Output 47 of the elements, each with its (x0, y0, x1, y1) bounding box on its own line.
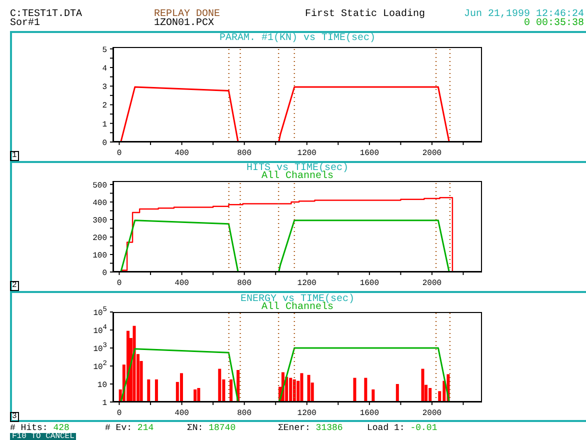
y-tick-label: 10 (97, 381, 108, 390)
y-tick-label: 2 (102, 102, 108, 111)
text: # Hits: 428 (10, 423, 70, 433)
y-tick-label: 300 (92, 216, 108, 226)
text: Sor#1 (10, 18, 40, 29)
x-tick-label: 400 (174, 409, 190, 418)
text: 1ZON01.PCX (154, 18, 214, 29)
y-tick-label: 400 (92, 199, 108, 208)
text: # Ev: 214 (105, 423, 154, 433)
y-tick-label: 5 (102, 46, 108, 55)
text: 0 00:35:38 (524, 18, 584, 29)
y-tick-label: 0 (102, 269, 108, 278)
text: ΣEner: 31386 (278, 423, 343, 433)
text: ΣN: 18740 (187, 423, 236, 433)
y-tick-label: 200 (92, 234, 108, 243)
x-tick-label: 0 (116, 409, 122, 418)
x-tick-label: 1200 (297, 279, 317, 288)
x-tick-label: 1200 (297, 409, 317, 418)
x-tick-label: 800 (237, 149, 252, 158)
x-tick-label: 1600 (360, 149, 380, 158)
y-tick-label: 4 (102, 64, 108, 74)
y-tick-label: 10$^{4}$ (93, 324, 107, 336)
y-tick-label: 100 (92, 252, 108, 260)
x-tick-label: 0 (116, 279, 122, 288)
chart-title: PARAM. #1(KN) vs TIME(sec) (218, 33, 377, 44)
x-tick-label: 1600 (360, 409, 380, 418)
y-tick-label: 3 (102, 83, 108, 92)
x-tick-label: 400 (174, 279, 190, 288)
x-tick-label: 800 (237, 279, 252, 288)
y-tick-label: 1 (102, 120, 108, 130)
y-tick-label: 1 (102, 399, 108, 408)
text: Load 1: -0.01 (367, 423, 438, 433)
y-tick-label: 10$^{3}$ (93, 342, 107, 354)
x-tick-label: 400 (174, 149, 190, 158)
y-tick-label: 10$^{5}$ (93, 306, 107, 318)
x-tick-label: 2000 (422, 409, 442, 418)
x-tick-label: 1200 (297, 149, 317, 158)
x-tick-label: 2000 (422, 149, 442, 158)
y-tick-label: 0 (102, 139, 108, 148)
x-tick-label: 2000 (422, 279, 442, 288)
text: First Static Loading (305, 9, 426, 20)
x-tick-label: 0 (116, 149, 122, 158)
x-tick-label: 800 (237, 409, 252, 418)
y-tick-label: 10$^{2}$ (93, 360, 107, 372)
x-tick-label: 1600 (360, 279, 380, 288)
text: 1 (10, 151, 19, 161)
y-tick-label: 500 (92, 182, 108, 190)
